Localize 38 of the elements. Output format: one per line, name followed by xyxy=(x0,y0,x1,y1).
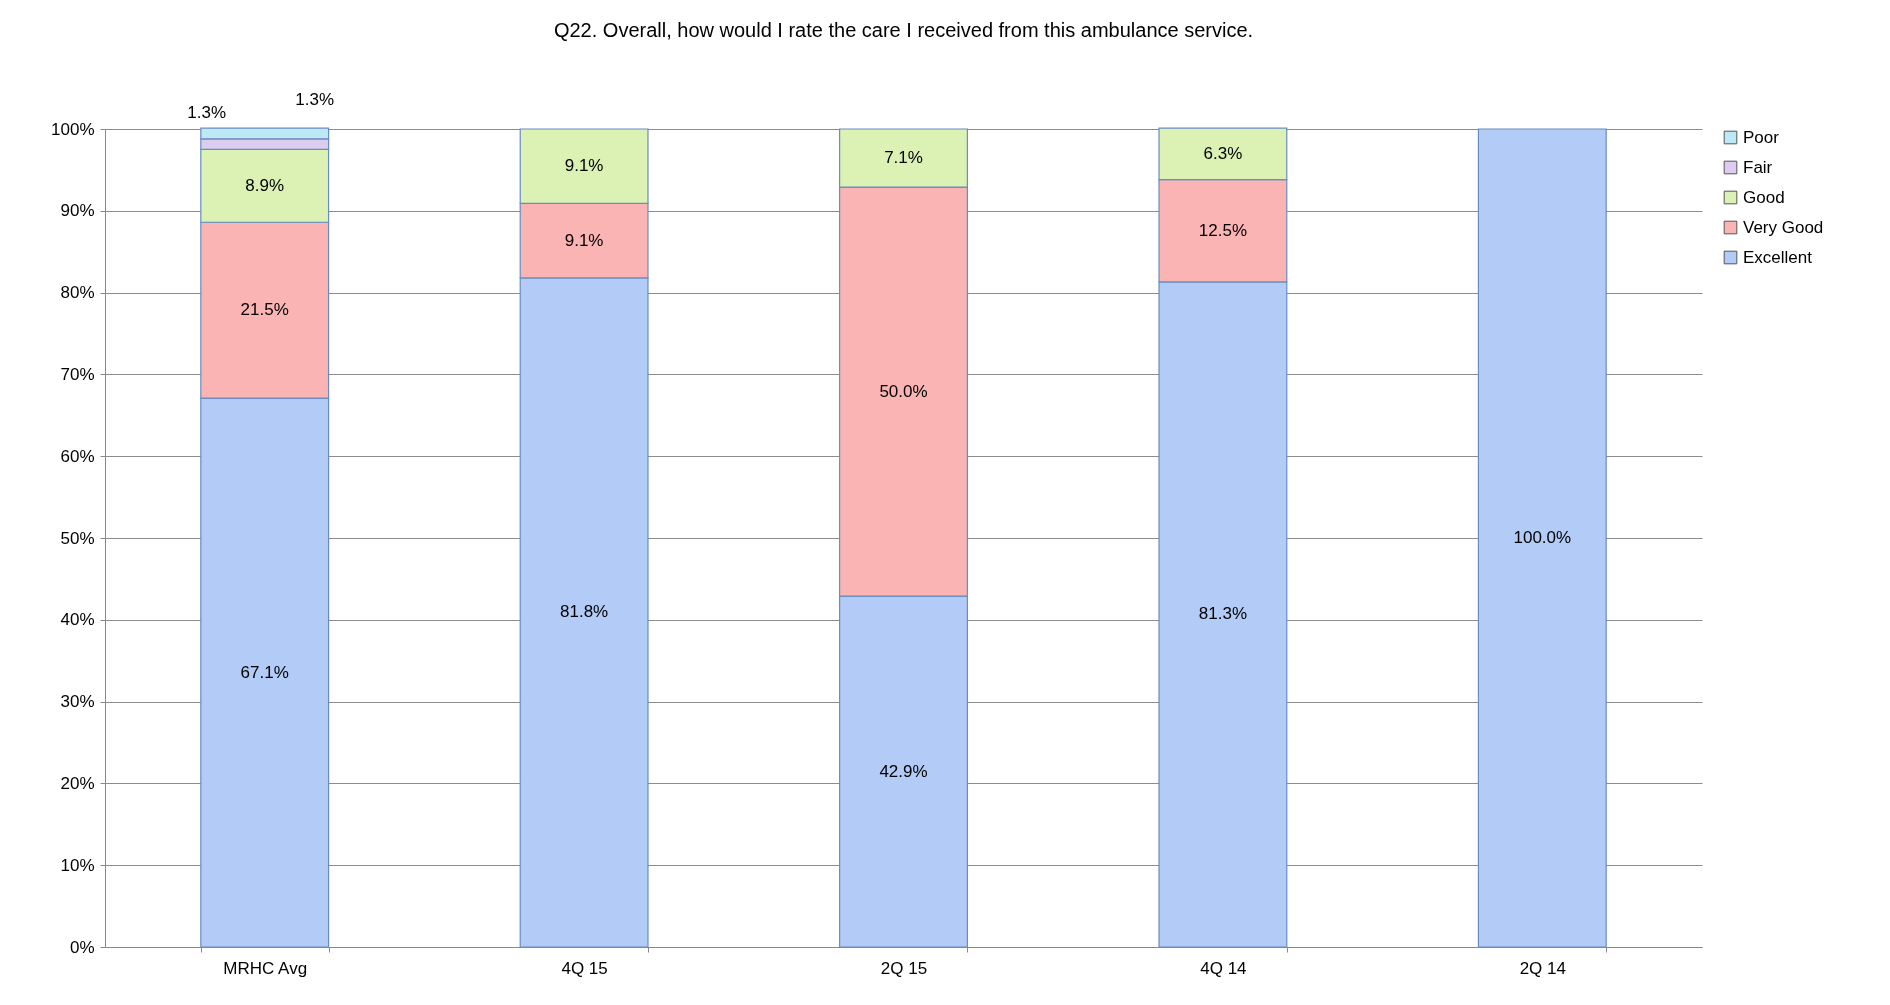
x-tick-label: MRHC Avg xyxy=(223,958,308,978)
legend-label: Good xyxy=(1743,187,1785,207)
y-tick-label: 70% xyxy=(60,364,95,384)
data-label: 6.3% xyxy=(1203,143,1243,163)
y-tick-label: 60% xyxy=(60,446,95,466)
y-tick-label: 0% xyxy=(69,937,95,957)
y-tick-label: 10% xyxy=(60,855,95,875)
data-label: 9.1% xyxy=(564,230,604,250)
legend-label: Poor xyxy=(1743,127,1780,147)
data-label: 67.1% xyxy=(240,662,289,682)
data-label: 9.1% xyxy=(564,156,604,176)
x-tick-label: 2Q 15 xyxy=(880,958,928,978)
data-label: 50.0% xyxy=(879,381,928,401)
data-label: 21.5% xyxy=(240,300,289,320)
data-label: 1.3% xyxy=(295,90,335,110)
data-label: 1.3% xyxy=(187,102,227,122)
data-label: 12.5% xyxy=(1198,220,1247,240)
bar xyxy=(1477,128,1607,948)
data-label: 81.8% xyxy=(560,602,609,622)
y-tick-label: 90% xyxy=(60,201,95,221)
data-label: 42.9% xyxy=(879,761,928,781)
y-tick-label: 80% xyxy=(60,283,95,303)
data-label: 100.0% xyxy=(1513,528,1572,547)
y-tick-label: 40% xyxy=(60,610,95,630)
x-tick-label: 2Q 14 xyxy=(1519,958,1566,978)
x-tick-label: 4Q 15 xyxy=(561,958,608,978)
x-tick-label: 4Q 14 xyxy=(1200,958,1247,978)
legend-label: Excellent xyxy=(1743,247,1813,267)
y-tick-label: 100% xyxy=(51,119,95,139)
legend-label: Very Good xyxy=(1743,217,1824,237)
y-tick-label: 20% xyxy=(60,773,95,793)
data-label: 8.9% xyxy=(245,175,285,195)
chart-title: Q22. Overall, how would I rate the care I received from this ambulance service. xyxy=(553,19,1254,42)
legend-label: Fair xyxy=(1743,157,1773,177)
y-tick-label: 50% xyxy=(60,528,95,548)
data-label: 81.3% xyxy=(1198,604,1247,624)
y-tick-label: 30% xyxy=(60,692,95,712)
data-label: 7.1% xyxy=(884,148,923,168)
